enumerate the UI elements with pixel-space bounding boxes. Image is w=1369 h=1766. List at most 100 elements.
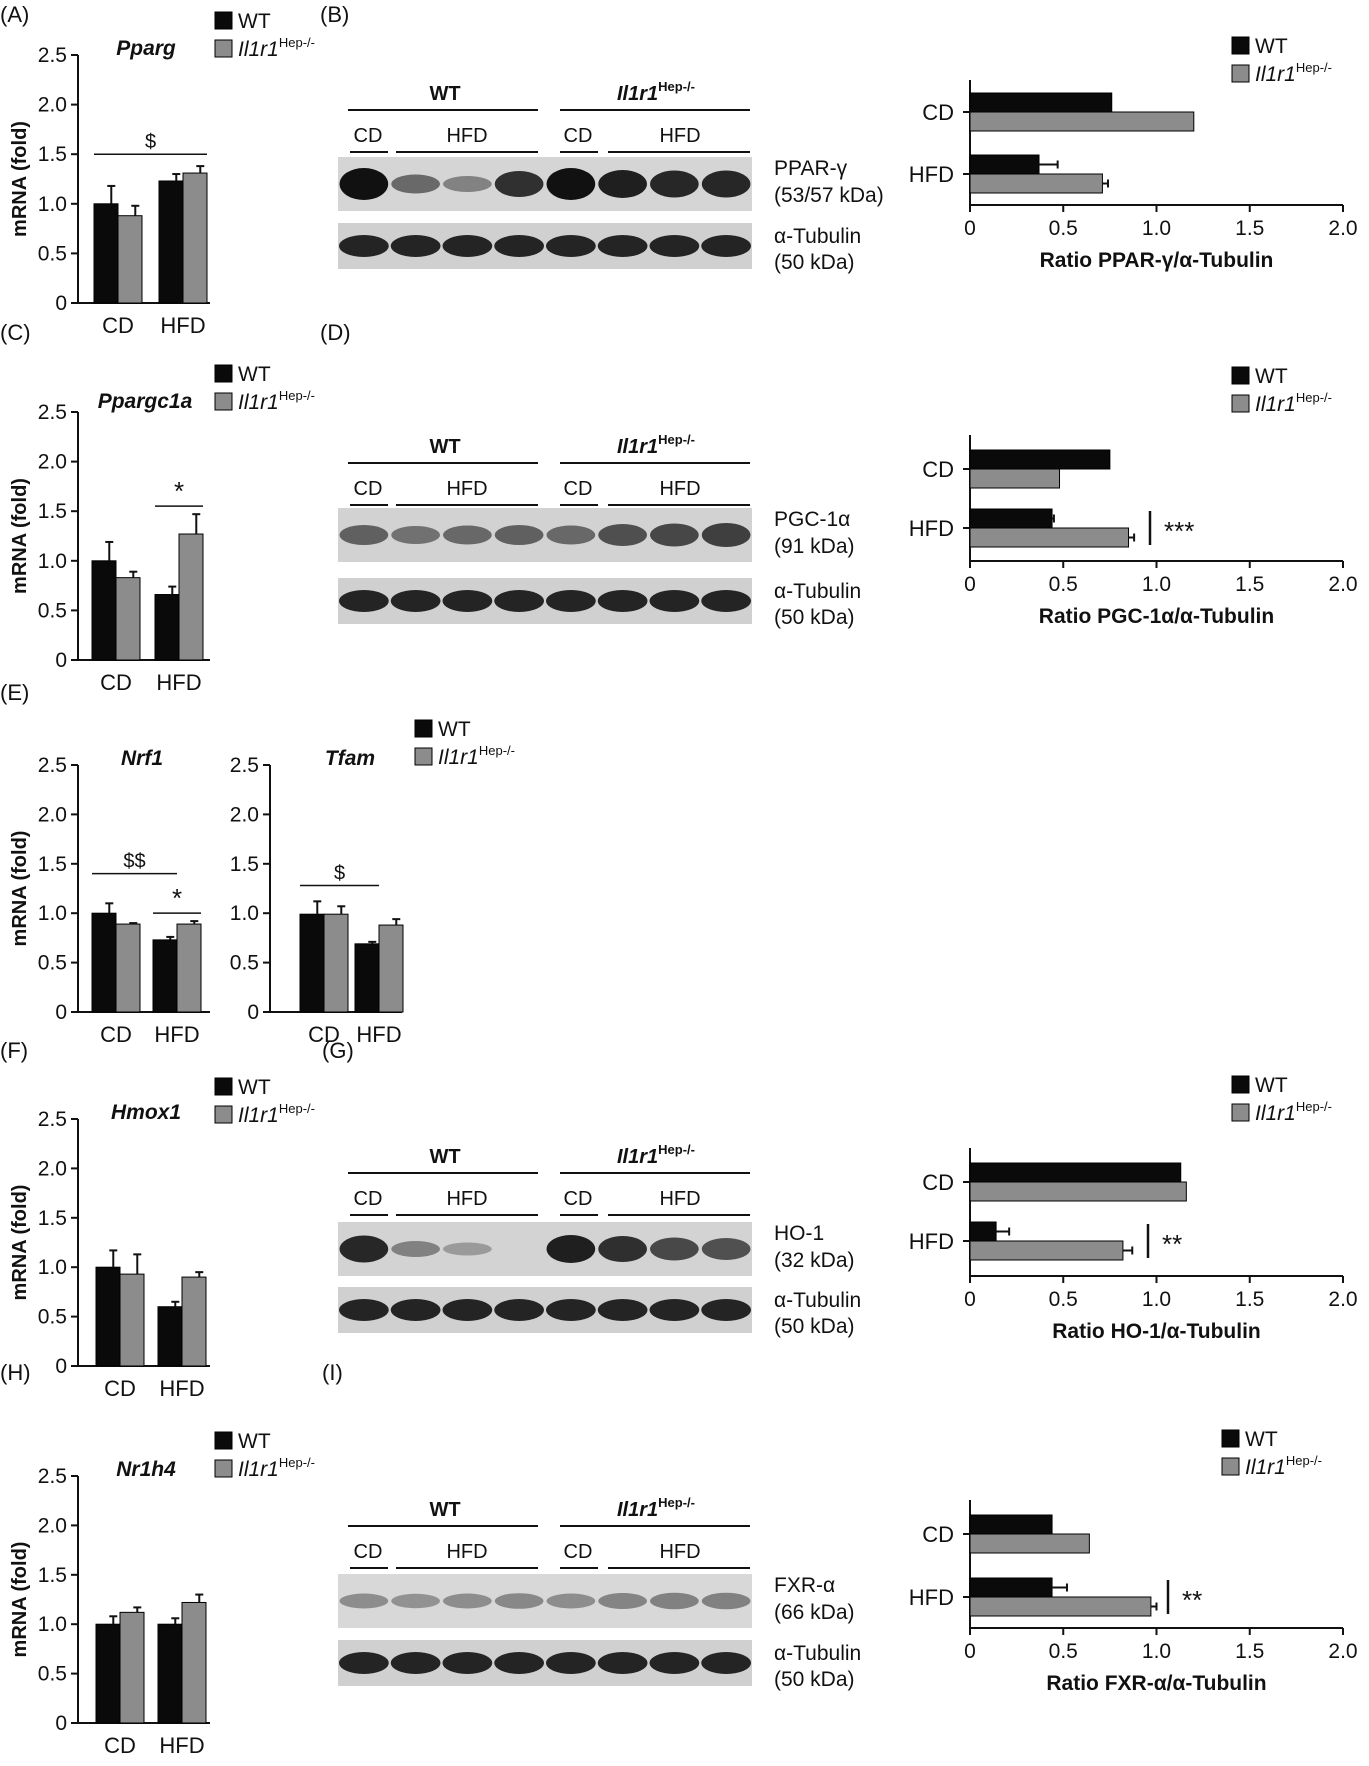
y-tick-label: 0 bbox=[55, 1712, 67, 1735]
y-tick-label: 2.0 bbox=[38, 1157, 67, 1180]
blot-band-loading bbox=[494, 1299, 544, 1321]
blot-band bbox=[701, 1592, 751, 1610]
blot-header-wt: WT bbox=[429, 83, 460, 105]
y-tick-label: 0.5 bbox=[38, 952, 67, 975]
x-category-label: HFD bbox=[154, 1022, 199, 1047]
blot-band bbox=[598, 170, 647, 198]
blot-protein-kda: (66 kDa) bbox=[774, 1601, 855, 1624]
chart-title: Hmox1 bbox=[111, 1101, 181, 1124]
legend-label-ko: Il1r1Hep-/- bbox=[238, 1455, 315, 1481]
x-tick-label: 2.0 bbox=[1328, 217, 1357, 240]
y-category-label: HFD bbox=[909, 1585, 954, 1610]
blot-band-loading bbox=[390, 590, 441, 612]
blot-hfd-label-wt: HFD bbox=[446, 1541, 487, 1563]
y-tick-label: 0 bbox=[55, 1355, 67, 1378]
blot-band-loading bbox=[597, 590, 648, 612]
legend-label-wt: WT bbox=[238, 1430, 271, 1453]
x-tick-label: 2.0 bbox=[1328, 1640, 1357, 1663]
y-tick-label: 0 bbox=[55, 292, 67, 315]
blot-band bbox=[701, 170, 751, 198]
blot-band bbox=[443, 1242, 492, 1256]
western-blot-D: WT Il1r1Hep-/- CD HFD CD HFD PGC-1α (91 kDa) α-T… bbox=[338, 432, 861, 629]
blot-header-ko: Il1r1Hep-/- bbox=[617, 432, 695, 458]
x-category-label: CD bbox=[100, 670, 132, 695]
blot-band-loading bbox=[494, 590, 544, 612]
blot-band-loading bbox=[494, 235, 544, 257]
y-tick-label: 0.5 bbox=[230, 952, 259, 975]
y-tick-label: 2.0 bbox=[38, 451, 67, 474]
legend-label-ko: Il1r1Hep-/- bbox=[238, 388, 315, 414]
blot-band-loading bbox=[546, 590, 596, 612]
blot-band-loading bbox=[339, 1652, 389, 1674]
x-tick-label: 1.0 bbox=[1142, 573, 1171, 596]
blot-band-loading bbox=[597, 1299, 648, 1321]
blot-band bbox=[598, 1236, 647, 1262]
chart-title: Nr1h4 bbox=[116, 1458, 176, 1481]
bar-chart-E-Nrf1: 0 0.5 1.0 1.5 2.0 2.5 mRNA (fold) Nrf1 CD HFD $$ * bbox=[9, 747, 210, 1047]
blot-band-loading bbox=[701, 1299, 751, 1321]
bar-CD-Il1r1Hep-/- bbox=[969, 111, 1195, 132]
blot-band-loading bbox=[494, 1652, 544, 1674]
blot-band-loading bbox=[649, 235, 700, 257]
blot-band bbox=[339, 525, 389, 545]
blot-loading-kda: (50 kDa) bbox=[774, 606, 855, 629]
legend-swatch-wt bbox=[214, 1077, 233, 1096]
western-blot-I: WT Il1r1Hep-/- CD HFD CD HFD FXR-α (66 kDa) α-Tu… bbox=[338, 1495, 861, 1691]
legend-label-ko: Il1r1Hep-/- bbox=[238, 35, 315, 61]
blot-band-loading bbox=[546, 1652, 596, 1674]
y-tick-label: 0 bbox=[55, 649, 67, 672]
blot-band-loading bbox=[339, 1299, 389, 1321]
bar-CD-WT bbox=[969, 1514, 1053, 1535]
blot-band-loading bbox=[701, 235, 751, 257]
blot-band-loading bbox=[390, 235, 441, 257]
y-tick-label: 0.5 bbox=[38, 1663, 67, 1686]
bar-CD-WT bbox=[299, 913, 325, 1013]
x-tick-label: 2.0 bbox=[1328, 573, 1357, 596]
y-category-label: CD bbox=[922, 1522, 954, 1547]
legend-label-wt: WT bbox=[1255, 1074, 1288, 1097]
bar-HFD-WT bbox=[969, 1577, 1053, 1598]
bar-HFD-WT bbox=[152, 939, 178, 1013]
y-axis-label: mRNA (fold) bbox=[9, 1542, 31, 1658]
panel-label: (H) bbox=[0, 1360, 31, 1385]
blot-band bbox=[443, 1593, 492, 1609]
chart-title: Pparg bbox=[116, 37, 176, 60]
y-tick-label: 2.5 bbox=[230, 754, 259, 777]
significance-label: *** bbox=[1164, 516, 1194, 546]
blot-band-loading bbox=[649, 1299, 700, 1321]
x-axis-label: Ratio HO-1/α-Tubulin bbox=[1052, 1320, 1261, 1343]
blot-band bbox=[598, 1593, 647, 1609]
blot-cd-label-wt: CD bbox=[354, 1541, 383, 1563]
legend-label-ko: Il1r1Hep-/- bbox=[1255, 1099, 1332, 1125]
y-tick-label: 2.5 bbox=[38, 754, 67, 777]
blot-band-loading bbox=[339, 590, 389, 612]
x-category-label: CD bbox=[102, 313, 134, 338]
bar-HFD-Il1r1Hep-/- bbox=[176, 923, 202, 1013]
bar-HFD-WT bbox=[969, 1221, 997, 1242]
x-category-label: HFD bbox=[159, 1733, 204, 1758]
western-blot-G: WT Il1r1Hep-/- CD HFD CD HFD HO-1 (32 kDa) α-Tub… bbox=[338, 1142, 861, 1338]
legend-swatch-ko bbox=[1231, 1103, 1250, 1122]
legend-label-wt: WT bbox=[1255, 365, 1288, 388]
blot-header-ko: Il1r1Hep-/- bbox=[617, 1495, 695, 1521]
x-tick-label: 1.5 bbox=[1235, 573, 1264, 596]
blot-band bbox=[339, 168, 389, 200]
x-category-label: HFD bbox=[356, 1022, 401, 1047]
y-tick-label: 2.0 bbox=[38, 803, 67, 826]
chart-title: Tfam bbox=[325, 747, 375, 770]
blot-band-loading bbox=[597, 1652, 648, 1674]
bar-CD-WT bbox=[91, 912, 117, 1013]
x-tick-label: 1.0 bbox=[1142, 1288, 1171, 1311]
blot-band-loading bbox=[546, 1299, 596, 1321]
blot-band-loading bbox=[442, 1299, 493, 1321]
blot-band bbox=[701, 523, 751, 547]
blot-hfd-label-ko: HFD bbox=[659, 1541, 700, 1563]
bar-HFD-WT bbox=[157, 1623, 183, 1724]
blot-band-loading bbox=[390, 1299, 441, 1321]
y-tick-label: 0 bbox=[55, 1001, 67, 1024]
bar-CD-Il1r1Hep-/- bbox=[115, 577, 141, 661]
bar-chart-C: 0 0.5 1.0 1.5 2.0 2.5 mRNA (fold) Ppargc1a CD HFD… bbox=[9, 390, 210, 695]
